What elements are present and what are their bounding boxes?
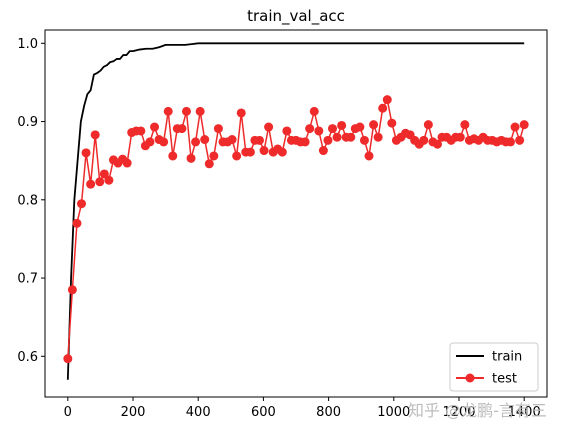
data-point-test — [510, 122, 520, 132]
data-point-test — [378, 103, 388, 113]
data-point-test — [204, 159, 214, 169]
data-point-test — [232, 151, 242, 161]
x-tick-label: 1200 — [442, 405, 475, 420]
data-point-test — [332, 132, 342, 142]
data-point-test — [181, 106, 191, 116]
data-point-test — [300, 137, 310, 147]
legend-label-test: test — [492, 372, 517, 387]
data-point-test — [373, 132, 383, 142]
data-point-test — [309, 106, 319, 116]
y-tick-label: 1.0 — [17, 37, 38, 52]
data-point-test — [77, 199, 87, 209]
data-point-test — [72, 218, 82, 228]
data-point-test — [191, 137, 201, 147]
x-tick-label: 1000 — [377, 405, 410, 420]
data-point-test — [86, 179, 96, 189]
data-point-test — [99, 169, 109, 179]
data-point-test — [254, 135, 264, 145]
data-point-test — [314, 126, 324, 136]
data-point-test — [236, 108, 246, 118]
data-point-test — [213, 124, 223, 134]
x-tick-label: 600 — [251, 405, 276, 420]
data-point-test — [177, 124, 187, 134]
data-point-test — [455, 132, 465, 142]
data-point-test — [423, 120, 433, 130]
y-tick-label: 0.8 — [17, 193, 38, 208]
data-point-test — [195, 106, 205, 116]
data-point-test — [122, 158, 132, 168]
chart-title: train_val_acc — [247, 7, 345, 26]
data-point-test — [136, 126, 146, 136]
legend: train test — [449, 342, 539, 392]
legend-label-train: train — [492, 350, 522, 365]
data-point-test — [245, 147, 255, 157]
data-point-test — [382, 95, 392, 105]
data-point-test — [259, 146, 269, 156]
watermark-text: 知乎 @龙鹏-言有三 — [408, 401, 547, 420]
data-point-test — [150, 122, 160, 132]
x-tick-label: 800 — [316, 405, 341, 420]
data-point-test — [67, 285, 77, 295]
data-point-test — [359, 135, 369, 145]
data-point-test — [432, 139, 442, 149]
data-point-test — [364, 151, 374, 161]
x-tick-label: 400 — [186, 405, 211, 420]
data-point-test — [81, 148, 91, 158]
x-tick-label: 1400 — [508, 405, 541, 420]
data-point-test — [145, 137, 155, 147]
data-point-test — [519, 120, 529, 130]
data-point-test — [209, 151, 219, 161]
plot-area — [63, 42, 529, 380]
data-point-test — [515, 135, 525, 145]
data-point-test — [369, 120, 379, 130]
legend-marker-test — [465, 373, 475, 383]
x-tick-label: 0 — [64, 405, 72, 420]
y-tick-label: 0.6 — [17, 350, 38, 365]
data-point-test — [159, 137, 169, 147]
data-point-test — [200, 135, 210, 145]
axis-ticks: 0 200 400 600 800 1000 1200 1400 0.6 0.7 0.8 0.9 1.0 — [17, 37, 540, 420]
data-point-test — [104, 175, 114, 185]
plot-frame — [44, 29, 548, 398]
y-tick-label: 0.7 — [17, 272, 38, 287]
data-point-test — [328, 124, 338, 134]
data-point-test — [419, 135, 429, 145]
data-point-test — [282, 126, 292, 136]
data-point-test — [163, 106, 173, 116]
x-tick-label: 200 — [121, 405, 146, 420]
data-point-test — [186, 153, 196, 163]
data-point-test — [323, 135, 333, 145]
data-point-test — [305, 124, 315, 134]
data-point-test — [460, 120, 470, 130]
series-line-train — [66, 42, 525, 380]
data-point-test — [95, 177, 105, 187]
data-point-test — [63, 354, 73, 364]
data-point-test — [277, 147, 287, 157]
data-point-test — [505, 137, 515, 147]
data-point-test — [346, 132, 356, 142]
data-point-test — [355, 122, 365, 132]
data-point-test — [264, 122, 274, 132]
data-point-test — [227, 135, 237, 145]
data-point-test — [387, 118, 397, 128]
data-point-test — [337, 120, 347, 130]
data-point-test — [90, 130, 100, 140]
y-tick-label: 0.9 — [17, 115, 38, 130]
data-point-test — [318, 146, 328, 156]
data-point-test — [168, 151, 178, 161]
